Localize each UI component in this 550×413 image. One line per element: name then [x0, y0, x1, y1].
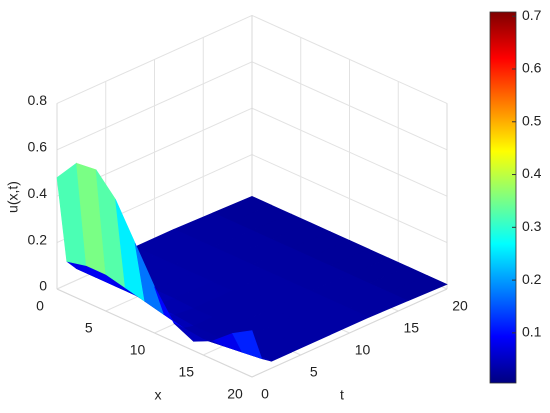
grid-line	[251, 61, 448, 151]
colorbar-tick-label: 0.7	[522, 7, 542, 23]
colorbar-tick-label: 0.3	[522, 218, 542, 234]
x-tick-label: 10	[130, 342, 146, 358]
colorbar-tick-label: 0.2	[522, 271, 542, 287]
x-tick-label: 0	[36, 298, 44, 314]
z-tick-label: 0.4	[28, 185, 48, 201]
surface-patch	[232, 330, 263, 360]
grid-line	[251, 14, 448, 104]
colorbar-tick-label: 0.1	[522, 324, 542, 340]
y-tick-label: 20	[452, 298, 468, 314]
y-tick-label: 10	[355, 342, 371, 358]
colorbar	[489, 11, 517, 384]
y-axis-label: t	[340, 387, 344, 403]
colorbar-tick-label: 0.6	[522, 60, 542, 76]
x-tick-label: 20	[227, 386, 243, 402]
y-tick-label: 15	[403, 320, 419, 336]
y-tick-label: 5	[310, 364, 318, 380]
z-tick-label: 0.6	[28, 139, 48, 155]
colorbar-tick-label: 0.4	[522, 165, 542, 181]
colorbar-tick-label: 0.5	[522, 112, 542, 128]
box-edge	[56, 288, 253, 378]
grid-line	[56, 14, 253, 104]
z-tick-label: 0.8	[28, 92, 48, 108]
x-tick-label: 5	[85, 320, 93, 336]
box-edge	[251, 288, 448, 378]
x-axis-label: x	[155, 387, 162, 403]
grid-line	[251, 107, 448, 197]
x-tick-label: 15	[178, 364, 194, 380]
z-axis-label: u(x,t)	[5, 181, 21, 213]
y-tick-label: 0	[261, 386, 269, 402]
grid-line	[56, 61, 253, 151]
z-tick-label: 0.2	[28, 231, 48, 247]
grid-line	[251, 154, 448, 244]
z-tick-label: 0	[39, 278, 47, 294]
